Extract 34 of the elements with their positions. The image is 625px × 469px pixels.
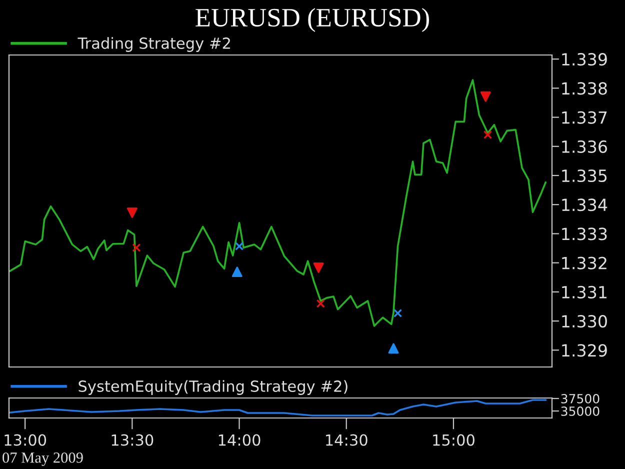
- point: [480, 91, 491, 102]
- point: [234, 242, 244, 251]
- point: [483, 130, 492, 140]
- y-tick-label: 1.339: [562, 53, 607, 66]
- legend-label: Trading Strategy #2: [78, 37, 230, 52]
- point: [388, 343, 399, 354]
- y-tick-label: 1.336: [562, 140, 607, 153]
- chart-title: EURUSD (EURUSD): [196, 8, 429, 32]
- y-tick-label: 1.330: [562, 314, 607, 328]
- y-tick-label: 1.334: [562, 198, 608, 212]
- y-tick-label: 1.329: [562, 344, 607, 357]
- y-tick-label: 35000: [561, 406, 600, 416]
- legend-label: SystemEquity(Trading Strategy #2): [78, 380, 348, 395]
- y-tick-label: 1.338: [562, 82, 607, 95]
- text: 07 May 2009: [2, 452, 83, 466]
- line-series: [9, 399, 546, 416]
- point: [132, 243, 141, 252]
- y-tick-label: 1.331: [562, 286, 607, 298]
- x-tick-label: 14:30: [326, 434, 368, 446]
- point: [126, 208, 138, 218]
- x-tick-label: 15:00: [433, 434, 474, 446]
- point: [232, 266, 242, 278]
- point: [393, 308, 402, 318]
- x-tick-label: 13:00: [4, 434, 46, 446]
- x-tick-label: 14:00: [218, 434, 260, 446]
- y-tick-label: 1.332: [562, 256, 606, 270]
- y-tick-label: 1.335: [562, 169, 607, 182]
- y-tick-label: 1.337: [562, 111, 607, 124]
- point: [316, 299, 325, 308]
- point: [313, 262, 324, 273]
- line-series: [9, 79, 546, 327]
- y-tick-label: 1.333: [562, 228, 607, 240]
- y-tick-label: 37500: [561, 394, 600, 404]
- x-tick-label: 13:30: [112, 434, 154, 446]
